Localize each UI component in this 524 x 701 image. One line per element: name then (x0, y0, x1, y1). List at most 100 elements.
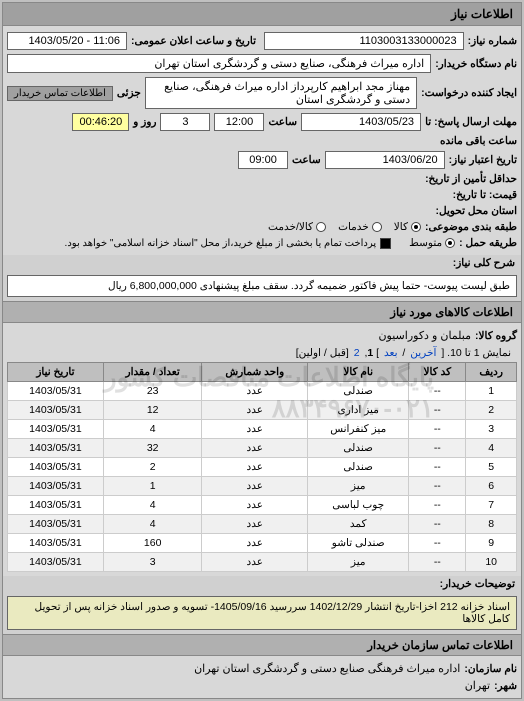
table-cell: 1403/05/31 (8, 496, 104, 515)
table-cell: کمد (308, 515, 409, 534)
table-row[interactable]: 4--صندلیعدد321403/05/31 (8, 439, 517, 458)
org-value: اداره میراث فرهنگی صنایع دستی و گردشگری … (194, 662, 460, 675)
table-cell: -- (409, 534, 466, 553)
pager-next[interactable]: بعد (384, 347, 398, 359)
time-label-1: ساعت (268, 116, 297, 128)
main-desc: طبق لیست پیوست- حتما پیش فاکتور ضمیمه گر… (7, 275, 517, 297)
table-cell: صندلی (308, 439, 409, 458)
table-cell: 2 (103, 458, 202, 477)
table-header: واحد شمارش (202, 363, 308, 382)
table-cell: 23 (103, 382, 202, 401)
budget-radio-both[interactable]: کالا/خدمت (268, 221, 326, 233)
budget-radio-khadamat[interactable]: خدمات (338, 221, 382, 233)
goods-table: ردیفکد کالانام کالاواحد شمارشتعداد / مقد… (7, 362, 517, 572)
reply-date: 1403/05/23 (301, 113, 421, 131)
payment-checkbox[interactable] (380, 238, 391, 249)
time-left: 00:46:20 (72, 113, 129, 131)
trans-type-label: طریقه حمل : (459, 237, 517, 249)
notes-label: توضیحات خریدار: (440, 578, 515, 590)
table-cell: 1403/05/31 (8, 458, 104, 477)
trans-avg-label: متوسط (409, 237, 442, 249)
table-cell: 8 (466, 515, 517, 534)
budget-kala-label: کالا (394, 221, 408, 233)
budget-radio-group: کالا خدمات کالا/خدمت (268, 221, 421, 233)
table-cell: میز (308, 477, 409, 496)
table-cell: عدد (202, 515, 308, 534)
table-cell: 1403/05/31 (8, 420, 104, 439)
table-cell: 1403/05/31 (8, 382, 104, 401)
requester-label: ایجاد کننده درخواست: (421, 87, 517, 99)
table-cell: صندلی تاشو (308, 534, 409, 553)
pager-text: نمایش 1 تا 10. [ (441, 347, 511, 359)
radio-icon (411, 222, 421, 232)
table-cell: -- (409, 458, 466, 477)
table-cell: 12 (103, 401, 202, 420)
table-cell: -- (409, 477, 466, 496)
table-row[interactable]: 6--میزعدد11403/05/31 (8, 477, 517, 496)
budget-radio-kala[interactable]: کالا (394, 221, 421, 233)
table-cell: 1403/05/31 (8, 553, 104, 572)
table-cell: عدد (202, 439, 308, 458)
radio-icon (372, 222, 382, 232)
table-cell: عدد (202, 458, 308, 477)
table-cell: عدد (202, 496, 308, 515)
table-cell: 4 (103, 515, 202, 534)
table-cell: 160 (103, 534, 202, 553)
table-cell: چوب لباسی (308, 496, 409, 515)
partial-label: جزئی (117, 87, 141, 99)
table-cell: 1403/05/31 (8, 534, 104, 553)
radio-icon (445, 238, 455, 248)
table-cell: 1 (103, 477, 202, 496)
table-row[interactable]: 7--چوب لباسیعدد41403/05/31 (8, 496, 517, 515)
table-cell: عدد (202, 401, 308, 420)
table-row[interactable]: 3--میز کنفرانسعدد41403/05/31 (8, 420, 517, 439)
credit-valid-label: تاریخ اعتبار نیاز: (449, 154, 517, 166)
table-cell: صندلی (308, 382, 409, 401)
table-row[interactable]: 2--میز اداریعدد121403/05/31 (8, 401, 517, 420)
days-left: 3 (160, 113, 210, 131)
notes-box: اسناد خزانه 212 اخزا-تاریخ انتشار 1402/1… (7, 596, 517, 630)
pager-last[interactable]: آخرین (410, 347, 436, 359)
budget-row-label: طبقه بندی موضوعی: (425, 221, 517, 233)
table-cell: 3 (103, 553, 202, 572)
table-cell: میز کنفرانس (308, 420, 409, 439)
req-number: 1103003133000023 (264, 32, 464, 50)
credit-time: 09:00 (238, 151, 288, 169)
goods-group-value: مبلمان و دکوراسیون (378, 329, 471, 342)
radio-icon (316, 222, 326, 232)
reply-deadline-label: مهلت ارسال پاسخ: تا (425, 116, 517, 128)
table-cell: -- (409, 496, 466, 515)
buyer-org: اداره میراث فرهنگی، صنایع دستی و گردشگری… (7, 54, 431, 73)
table-cell: میز (308, 553, 409, 572)
pager-page-1[interactable]: 1 (367, 347, 373, 359)
table-cell: عدد (202, 553, 308, 572)
city-label: شهر: (494, 680, 517, 692)
pager-page-2[interactable]: 2 (354, 347, 360, 359)
table-row[interactable]: 10--میزعدد31403/05/31 (8, 553, 517, 572)
table-header: ردیف (466, 363, 517, 382)
table-row[interactable]: 9--صندلی تاشوعدد1601403/05/31 (8, 534, 517, 553)
table-cell: 2 (466, 401, 517, 420)
table-row[interactable]: 8--کمدعدد41403/05/31 (8, 515, 517, 534)
table-cell: عدد (202, 534, 308, 553)
table-cell: -- (409, 553, 466, 572)
req-number-label: شماره نیاز: (468, 35, 517, 47)
pager: نمایش 1 تا 10. [ آخرین / بعد ] 1, 2 [قبل… (7, 344, 517, 362)
requester: مهناز مجد ابراهیم کارپرداز اداره میراث ف… (145, 77, 417, 109)
contact-link[interactable]: اطلاعات تماس خریدار (7, 86, 113, 101)
reply-time: 12:00 (214, 113, 264, 131)
trans-radio-avg[interactable]: متوسط (409, 237, 455, 249)
table-cell: صندلی (308, 458, 409, 477)
table-row[interactable]: 5--صندلیعدد21403/05/31 (8, 458, 517, 477)
table-cell: عدد (202, 477, 308, 496)
table-cell: 6 (466, 477, 517, 496)
table-cell: 9 (466, 534, 517, 553)
table-row[interactable]: 1--صندلیعدد231403/05/31 (8, 382, 517, 401)
budget-khadamat-label: خدمات (338, 221, 369, 233)
price-from-label: حداقل تأمین از تاریخ: (425, 173, 517, 185)
table-cell: 1 (466, 382, 517, 401)
budget-both-label: کالا/خدمت (268, 221, 313, 233)
table-cell: عدد (202, 382, 308, 401)
contact-section-title: اطلاعات تماس سازمان خریدار (3, 634, 521, 656)
payment-note: پرداخت تمام یا بخشی از مبلغ خرید،از محل … (65, 238, 377, 249)
